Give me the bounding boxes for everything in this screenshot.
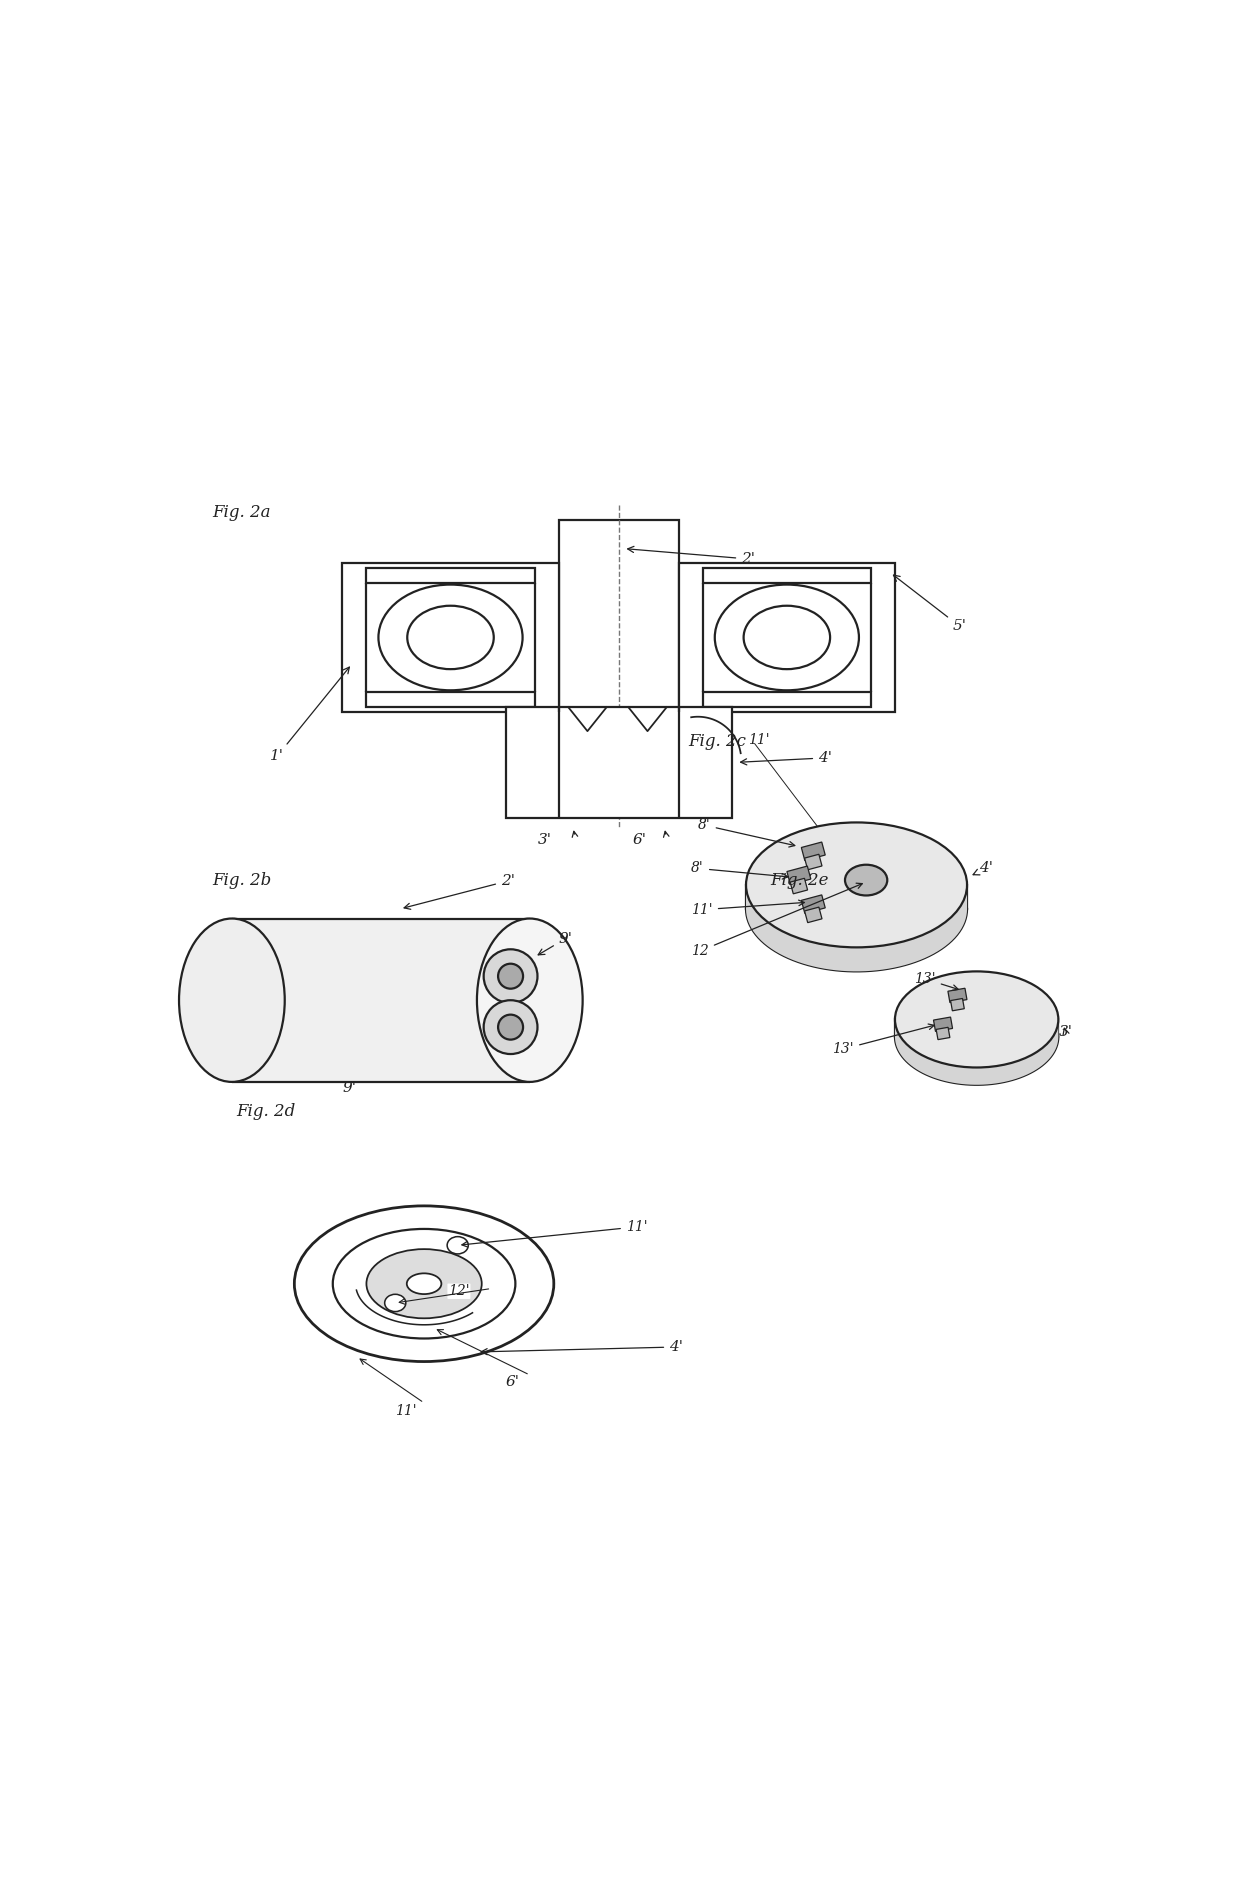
Bar bbox=[506, 707, 732, 817]
Ellipse shape bbox=[407, 606, 494, 669]
Text: 11': 11' bbox=[461, 1220, 647, 1247]
Text: 4': 4' bbox=[481, 1340, 683, 1355]
Ellipse shape bbox=[378, 584, 522, 690]
Text: 4': 4' bbox=[740, 750, 832, 766]
Text: 2': 2' bbox=[404, 874, 515, 910]
Text: 4': 4' bbox=[973, 862, 993, 875]
Text: 11': 11' bbox=[748, 733, 770, 747]
Bar bbox=[678, 563, 895, 713]
Text: 1': 1' bbox=[270, 667, 350, 764]
Polygon shape bbox=[895, 1020, 1058, 1084]
Bar bbox=[367, 692, 534, 707]
Text: 9': 9' bbox=[342, 1080, 356, 1095]
Polygon shape bbox=[746, 885, 967, 972]
Bar bbox=[367, 568, 534, 584]
Text: 2': 2' bbox=[627, 546, 755, 567]
Ellipse shape bbox=[498, 1014, 523, 1040]
Polygon shape bbox=[801, 894, 826, 913]
Text: Fig. 2d: Fig. 2d bbox=[237, 1103, 296, 1120]
Polygon shape bbox=[805, 908, 822, 923]
Text: 13': 13' bbox=[832, 1023, 934, 1056]
Text: Fig. 2a: Fig. 2a bbox=[213, 504, 272, 521]
Text: 13': 13' bbox=[914, 972, 959, 991]
Text: Fig. 2c: Fig. 2c bbox=[688, 733, 746, 750]
Text: 3': 3' bbox=[1058, 1025, 1073, 1038]
Polygon shape bbox=[951, 999, 965, 1010]
Ellipse shape bbox=[367, 1249, 481, 1319]
Text: 12: 12 bbox=[691, 883, 862, 959]
Polygon shape bbox=[934, 1018, 952, 1031]
Text: 11': 11' bbox=[691, 900, 805, 917]
Bar bbox=[342, 563, 558, 713]
Ellipse shape bbox=[294, 1205, 554, 1361]
Bar bbox=[558, 519, 678, 713]
Ellipse shape bbox=[844, 864, 888, 896]
Text: 6': 6' bbox=[632, 832, 646, 847]
Bar bbox=[703, 568, 870, 584]
Ellipse shape bbox=[477, 919, 583, 1082]
Ellipse shape bbox=[895, 972, 1058, 1067]
Text: 3': 3' bbox=[537, 832, 552, 847]
Ellipse shape bbox=[484, 1001, 537, 1054]
Ellipse shape bbox=[498, 965, 523, 989]
Text: 12': 12' bbox=[448, 1285, 470, 1298]
Text: 11': 11' bbox=[396, 1404, 417, 1417]
Polygon shape bbox=[947, 987, 967, 1002]
Ellipse shape bbox=[179, 919, 285, 1082]
Bar bbox=[703, 692, 870, 707]
Polygon shape bbox=[787, 866, 811, 885]
Polygon shape bbox=[936, 1027, 950, 1040]
Ellipse shape bbox=[407, 1273, 441, 1294]
Text: Fig. 2e: Fig. 2e bbox=[770, 872, 828, 889]
Ellipse shape bbox=[746, 822, 967, 948]
Text: 9': 9' bbox=[538, 932, 573, 955]
Polygon shape bbox=[805, 855, 822, 870]
Ellipse shape bbox=[448, 1237, 469, 1254]
Polygon shape bbox=[801, 841, 826, 860]
Text: 6': 6' bbox=[506, 1374, 520, 1389]
Text: 8': 8' bbox=[698, 819, 795, 847]
Text: 8': 8' bbox=[691, 862, 787, 879]
Text: Fig. 2b: Fig. 2b bbox=[213, 872, 272, 889]
Polygon shape bbox=[790, 877, 807, 894]
Ellipse shape bbox=[744, 606, 830, 669]
Ellipse shape bbox=[714, 584, 859, 690]
Polygon shape bbox=[232, 919, 529, 1082]
Ellipse shape bbox=[332, 1230, 516, 1338]
Text: 5': 5' bbox=[894, 574, 967, 633]
Ellipse shape bbox=[484, 949, 537, 1002]
Ellipse shape bbox=[384, 1294, 405, 1311]
